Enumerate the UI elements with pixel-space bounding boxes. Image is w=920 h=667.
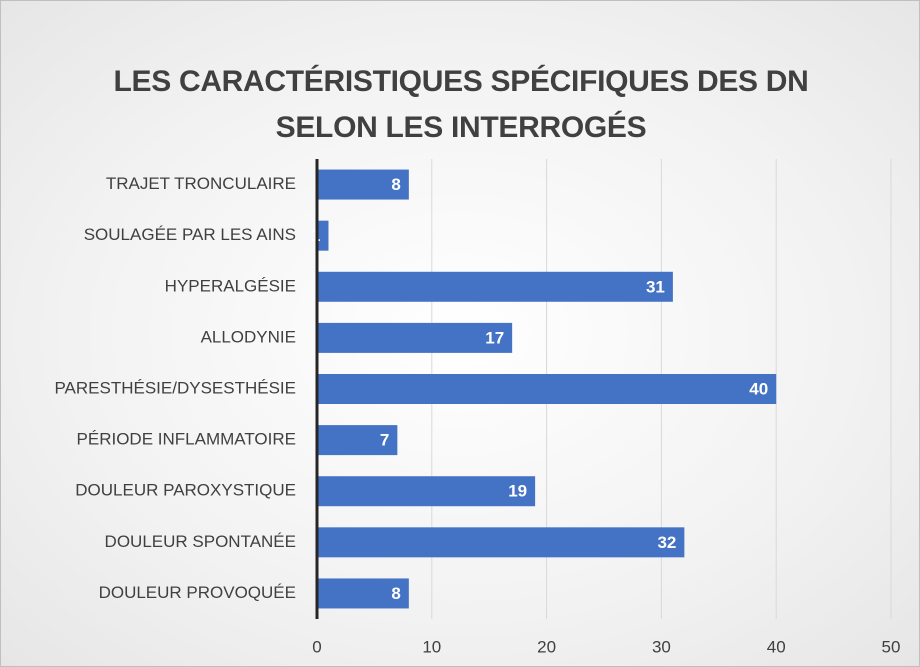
data-label: 7 xyxy=(380,431,389,450)
bar xyxy=(317,322,513,353)
y-tick-label: PÉRIODE INFLAMMATOIRE xyxy=(77,430,296,449)
y-tick-label: SOULAGÉE PAR LES AINS xyxy=(84,225,296,244)
bar xyxy=(317,476,536,507)
data-label: 19 xyxy=(508,482,527,501)
x-tick-label: 10 xyxy=(422,637,441,656)
bar xyxy=(317,374,777,404)
x-tick-label: 30 xyxy=(652,637,671,656)
data-label: 8 xyxy=(391,584,400,603)
x-tick-label: 50 xyxy=(882,637,901,656)
data-label: 40 xyxy=(749,379,768,398)
data-label: 8 xyxy=(391,175,400,194)
x-tick-label: 20 xyxy=(537,637,556,656)
x-tick-label: 40 xyxy=(767,637,786,656)
x-tick-label: 0 xyxy=(312,637,321,656)
chart-title: LES CARACTÉRISTIQUES SPÉCIFIQUES DES DN … xyxy=(113,65,809,144)
data-label: 31 xyxy=(646,277,665,296)
data-label: 32 xyxy=(657,533,676,552)
bar xyxy=(317,220,329,251)
y-tick-label: HYPERALGÉSIE xyxy=(165,276,296,295)
y-tick-label: TRAJET TRONCULAIRE xyxy=(106,174,296,193)
bar xyxy=(317,578,409,609)
y-tick-label: ALLODYNIE xyxy=(201,327,296,346)
bar xyxy=(317,169,409,200)
data-label: 17 xyxy=(485,328,504,347)
y-tick-label: DOULEUR SPONTANÉE xyxy=(105,532,296,551)
y-tick-label: DOULEUR PAROXYSTIQUE xyxy=(75,481,296,500)
y-tick-label: PARESTHÉSIE/DYSESTHÉSIE xyxy=(54,378,296,397)
y-tick-label: DOULEUR PROVOQUÉE xyxy=(99,583,296,602)
bar xyxy=(317,527,685,558)
bar xyxy=(317,271,673,302)
bar xyxy=(317,425,398,456)
